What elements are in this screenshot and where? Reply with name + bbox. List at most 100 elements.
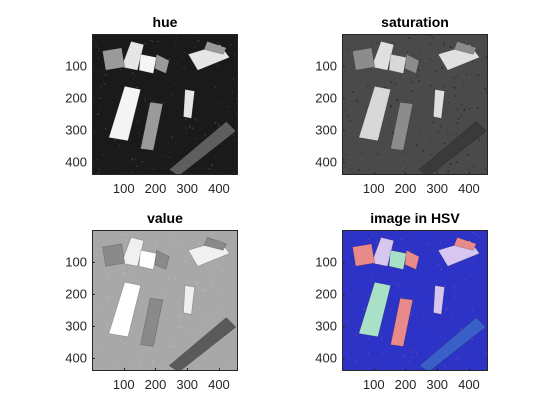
noise-speck bbox=[403, 160, 405, 162]
noise-speck bbox=[439, 242, 441, 244]
noise-speck bbox=[95, 45, 97, 47]
noise-speck bbox=[150, 40, 152, 42]
noise-speck bbox=[400, 238, 402, 241]
noise-speck bbox=[115, 360, 118, 362]
noise-speck bbox=[365, 106, 367, 108]
noise-speck bbox=[452, 133, 453, 135]
noise-speck bbox=[399, 90, 401, 92]
noise-speck bbox=[232, 78, 235, 80]
noise-speck bbox=[100, 327, 102, 329]
noise-speck bbox=[194, 118, 197, 121]
noise-speck bbox=[370, 274, 373, 276]
noise-speck bbox=[447, 170, 449, 173]
noise-speck bbox=[465, 73, 468, 75]
noise-speck bbox=[436, 280, 437, 282]
noise-speck bbox=[200, 271, 203, 273]
noise-speck bbox=[418, 75, 420, 77]
noise-speck bbox=[382, 267, 384, 269]
noise-speck bbox=[407, 50, 408, 53]
noise-speck bbox=[428, 35, 431, 37]
noise-speck bbox=[168, 156, 171, 158]
noise-speck bbox=[444, 322, 446, 324]
noise-speck bbox=[397, 287, 399, 289]
x-tick-mark bbox=[218, 368, 220, 371]
noise-speck bbox=[152, 360, 154, 363]
noise-speck bbox=[216, 65, 219, 67]
noise-speck bbox=[405, 353, 408, 355]
x-tick-mark bbox=[437, 172, 439, 175]
noise-speck bbox=[465, 311, 467, 313]
x-tick-label: 100 bbox=[362, 181, 385, 196]
subplot-title: saturation bbox=[381, 14, 449, 30]
noise-speck bbox=[236, 82, 237, 85]
noise-speck bbox=[153, 167, 156, 169]
noise-speck bbox=[184, 51, 186, 53]
x-tick-mark bbox=[187, 172, 189, 175]
noise-speck bbox=[464, 279, 466, 281]
noise-speck bbox=[109, 169, 112, 170]
noise-speck bbox=[346, 49, 349, 51]
noise-speck bbox=[430, 323, 431, 326]
noise-speck bbox=[402, 355, 405, 358]
noise-speck bbox=[479, 293, 481, 296]
noise-speck bbox=[201, 127, 202, 130]
noise-speck bbox=[349, 120, 351, 122]
noise-speck bbox=[478, 236, 480, 238]
y-tick-label: 300 bbox=[65, 122, 87, 138]
noise-speck bbox=[214, 129, 216, 131]
y-tick-label: 200 bbox=[315, 90, 337, 106]
noise-speck bbox=[230, 44, 232, 46]
noise-speck bbox=[132, 78, 134, 80]
noise-speck bbox=[158, 317, 160, 319]
noise-speck bbox=[413, 369, 416, 370]
noise-speck bbox=[167, 142, 169, 144]
brick-small-center bbox=[183, 285, 195, 315]
noise-speck bbox=[471, 339, 474, 341]
noise-speck bbox=[184, 260, 186, 263]
noise-speck bbox=[214, 121, 217, 124]
noise-speck bbox=[198, 242, 200, 244]
noise-speck bbox=[347, 115, 350, 117]
noise-speck bbox=[391, 105, 393, 107]
noise-speck bbox=[151, 40, 154, 42]
noise-speck bbox=[134, 360, 136, 362]
noise-speck bbox=[211, 164, 213, 167]
brick-long-diagonal bbox=[168, 121, 237, 174]
brick-top-left bbox=[121, 237, 145, 267]
noise-speck bbox=[347, 301, 349, 302]
brick-top-center bbox=[154, 249, 170, 270]
noise-speck bbox=[137, 120, 139, 123]
noise-speck bbox=[191, 127, 194, 130]
noise-speck bbox=[356, 100, 359, 102]
noise-speck bbox=[156, 71, 158, 73]
noise-speck bbox=[361, 152, 363, 154]
noise-speck bbox=[114, 264, 116, 266]
noise-speck bbox=[208, 168, 211, 170]
noise-speck bbox=[409, 361, 411, 363]
noise-speck bbox=[136, 165, 138, 168]
noise-speck bbox=[366, 84, 368, 87]
noise-speck bbox=[230, 369, 231, 370]
noise-speck bbox=[202, 323, 204, 325]
noise-speck bbox=[402, 171, 404, 172]
noise-speck bbox=[97, 158, 99, 161]
noise-speck bbox=[222, 297, 224, 299]
noise-speck bbox=[217, 42, 219, 44]
noise-speck bbox=[205, 290, 208, 292]
noise-speck bbox=[419, 129, 421, 132]
noise-speck bbox=[172, 361, 175, 363]
noise-speck bbox=[398, 284, 401, 286]
noise-speck bbox=[440, 268, 442, 271]
noise-speck bbox=[454, 309, 456, 311]
noise-speck bbox=[485, 351, 487, 354]
noise-speck bbox=[136, 314, 138, 316]
noise-speck bbox=[441, 236, 443, 238]
noise-speck bbox=[121, 267, 124, 269]
noise-speck bbox=[222, 164, 224, 166]
noise-speck bbox=[108, 277, 110, 280]
noise-speck bbox=[353, 110, 356, 112]
noise-speck bbox=[129, 161, 131, 163]
y-tick-mark bbox=[92, 162, 95, 164]
noise-speck bbox=[462, 359, 464, 361]
noise-speck bbox=[231, 264, 233, 266]
